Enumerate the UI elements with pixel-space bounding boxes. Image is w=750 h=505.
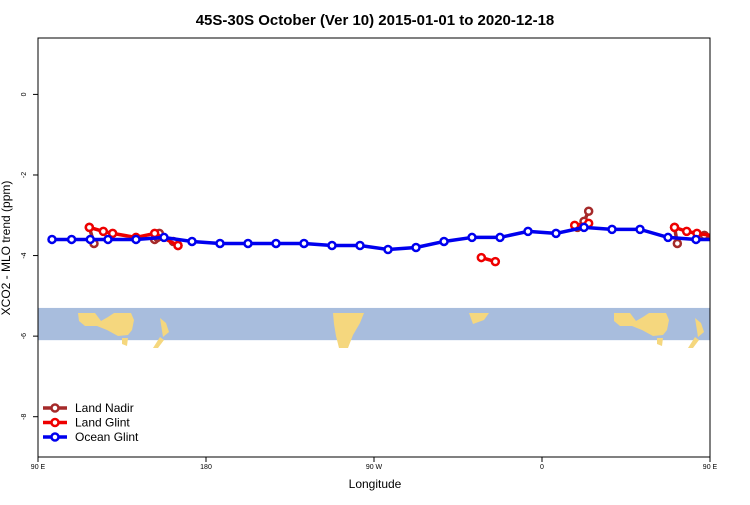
- legend-item-land-glint: Land Glint: [43, 416, 130, 430]
- land-glint-point: [735, 230, 742, 237]
- ocean-glint-point: [105, 236, 112, 243]
- land-glint-series: [86, 220, 750, 265]
- legend-label: Ocean Glint: [75, 430, 139, 444]
- y-tick-label: -8: [21, 413, 28, 419]
- ocean-glint-point: [189, 238, 196, 245]
- ocean-glint-point: [469, 234, 476, 241]
- y-axis: 0 -2 -4 -6 -8: [21, 92, 38, 419]
- ocean-glint-point: [357, 242, 364, 249]
- land-glint-point: [86, 224, 93, 231]
- ocean-glint-series: [49, 224, 750, 253]
- y-tick-label: -2: [21, 172, 28, 178]
- ocean-glint-point: [497, 234, 504, 241]
- y-tick-label: 0: [21, 92, 28, 96]
- ocean-glint-point: [609, 226, 616, 233]
- ocean-glint-point: [49, 236, 56, 243]
- legend-marker: [52, 405, 59, 412]
- land-glint-point: [721, 234, 728, 241]
- land-shape: [657, 338, 663, 346]
- ocean-glint-point: [637, 226, 644, 233]
- y-axis-label: XCO2 - MLO trend (ppm): [0, 181, 13, 316]
- land-glint-point: [492, 258, 499, 265]
- ocean-band: [38, 308, 710, 340]
- y-tick-label: -6: [21, 333, 28, 339]
- ocean-glint-point: [441, 238, 448, 245]
- ocean-glint-point: [553, 230, 560, 237]
- ocean-glint-point: [693, 236, 700, 243]
- legend-label: Land Nadir: [75, 401, 134, 415]
- land-glint-point: [683, 228, 690, 235]
- legend-item-ocean-glint: Ocean Glint: [43, 430, 139, 444]
- ocean-glint-point: [217, 240, 224, 247]
- x-tick-label: 90 E: [31, 464, 46, 471]
- ocean-glint-point: [133, 236, 140, 243]
- land-glint-point: [175, 242, 182, 249]
- land-shape: [122, 338, 128, 346]
- land-glint-point: [151, 230, 158, 237]
- x-axis-label: Longitude: [349, 477, 402, 491]
- ocean-glint-point: [68, 236, 75, 243]
- land-band: [38, 308, 710, 348]
- x-tick-label: 90 E: [703, 464, 718, 471]
- land-glint-point: [100, 228, 107, 235]
- legend-label: Land Glint: [75, 416, 130, 430]
- y-tick-label: -4: [21, 252, 28, 258]
- ocean-glint-point: [161, 234, 168, 241]
- ocean-glint-point: [525, 228, 532, 235]
- legend-marker: [52, 419, 59, 426]
- ocean-glint-point: [413, 244, 420, 251]
- ocean-glint-point: [581, 224, 588, 231]
- x-tick-label: 0: [540, 464, 544, 471]
- series-layer: [49, 208, 750, 265]
- ocean-glint-point: [273, 240, 280, 247]
- ocean-glint-point: [329, 242, 336, 249]
- ocean-glint-point: [245, 240, 252, 247]
- ocean-glint-point: [665, 234, 672, 241]
- land-nadir-point: [721, 236, 728, 243]
- ocean-glint-point: [87, 236, 94, 243]
- land-nadir-series: [86, 208, 750, 249]
- ocean-glint-point: [301, 240, 308, 247]
- legend-marker: [52, 434, 59, 441]
- land-nadir-line: [704, 235, 750, 245]
- land-nadir-point: [585, 208, 592, 215]
- chart-title: 45S-30S October (Ver 10) 2015-01-01 to 2…: [196, 12, 555, 29]
- legend-item-land-nadir: Land Nadir: [43, 401, 134, 415]
- land-nadir-point: [674, 240, 681, 247]
- land-glint-point: [671, 224, 678, 231]
- x-tick-label: 90 W: [366, 464, 383, 471]
- ocean-glint-point: [385, 246, 392, 253]
- ocean-glint-point: [721, 236, 728, 243]
- x-tick-label: 180: [200, 464, 212, 471]
- land-glint-point: [478, 254, 485, 261]
- x-axis: 90 E 180 90 W 0 90 E: [31, 457, 718, 471]
